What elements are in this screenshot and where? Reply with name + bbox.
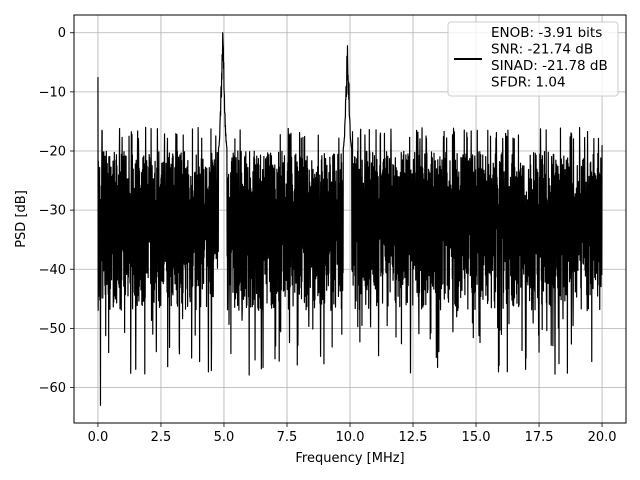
x-tick-label: 10.0 bbox=[336, 430, 365, 445]
x-tick-label: 5.0 bbox=[214, 430, 235, 445]
x-tick-label: 2.5 bbox=[151, 430, 172, 445]
legend: ENOB: -3.91 bits SNR: -21.74 dB SINAD: -… bbox=[447, 21, 619, 97]
psd-series-line bbox=[97, 32, 603, 406]
legend-entry-sfdr: SFDR: 1.04 bbox=[491, 75, 566, 91]
y-axis-label: PSD [dB] bbox=[14, 190, 29, 248]
legend-entry-enob: ENOB: -3.91 bits bbox=[491, 25, 602, 41]
x-axis-label: Frequency [MHz] bbox=[295, 451, 404, 466]
x-tick-label: 0.0 bbox=[88, 430, 109, 445]
legend-box bbox=[447, 21, 619, 97]
y-tick-label: −50 bbox=[39, 322, 66, 337]
y-tick-label: −30 bbox=[39, 204, 66, 219]
x-tick-label: 17.5 bbox=[525, 430, 554, 445]
x-tick-label: 20.0 bbox=[588, 430, 617, 445]
x-tick-label: 15.0 bbox=[462, 430, 491, 445]
y-tick-label: −20 bbox=[39, 145, 66, 160]
x-axis: 0.0 2.5 5.0 7.5 10.0 12.5 15.0 17.5 20.0 bbox=[88, 423, 617, 445]
y-tick-label: −40 bbox=[39, 263, 66, 278]
y-tick-label: −10 bbox=[39, 85, 66, 100]
y-axis: 0 −10 −20 −30 −40 −50 −60 bbox=[39, 26, 74, 396]
y-tick-label: 0 bbox=[58, 26, 66, 41]
y-tick-label: −60 bbox=[39, 381, 66, 396]
legend-entry-snr: SNR: -21.74 dB bbox=[491, 42, 593, 58]
series-layer bbox=[97, 32, 603, 406]
x-tick-label: 7.5 bbox=[277, 430, 298, 445]
legend-entry-sinad: SINAD: -21.78 dB bbox=[491, 58, 608, 74]
x-tick-label: 12.5 bbox=[399, 430, 428, 445]
